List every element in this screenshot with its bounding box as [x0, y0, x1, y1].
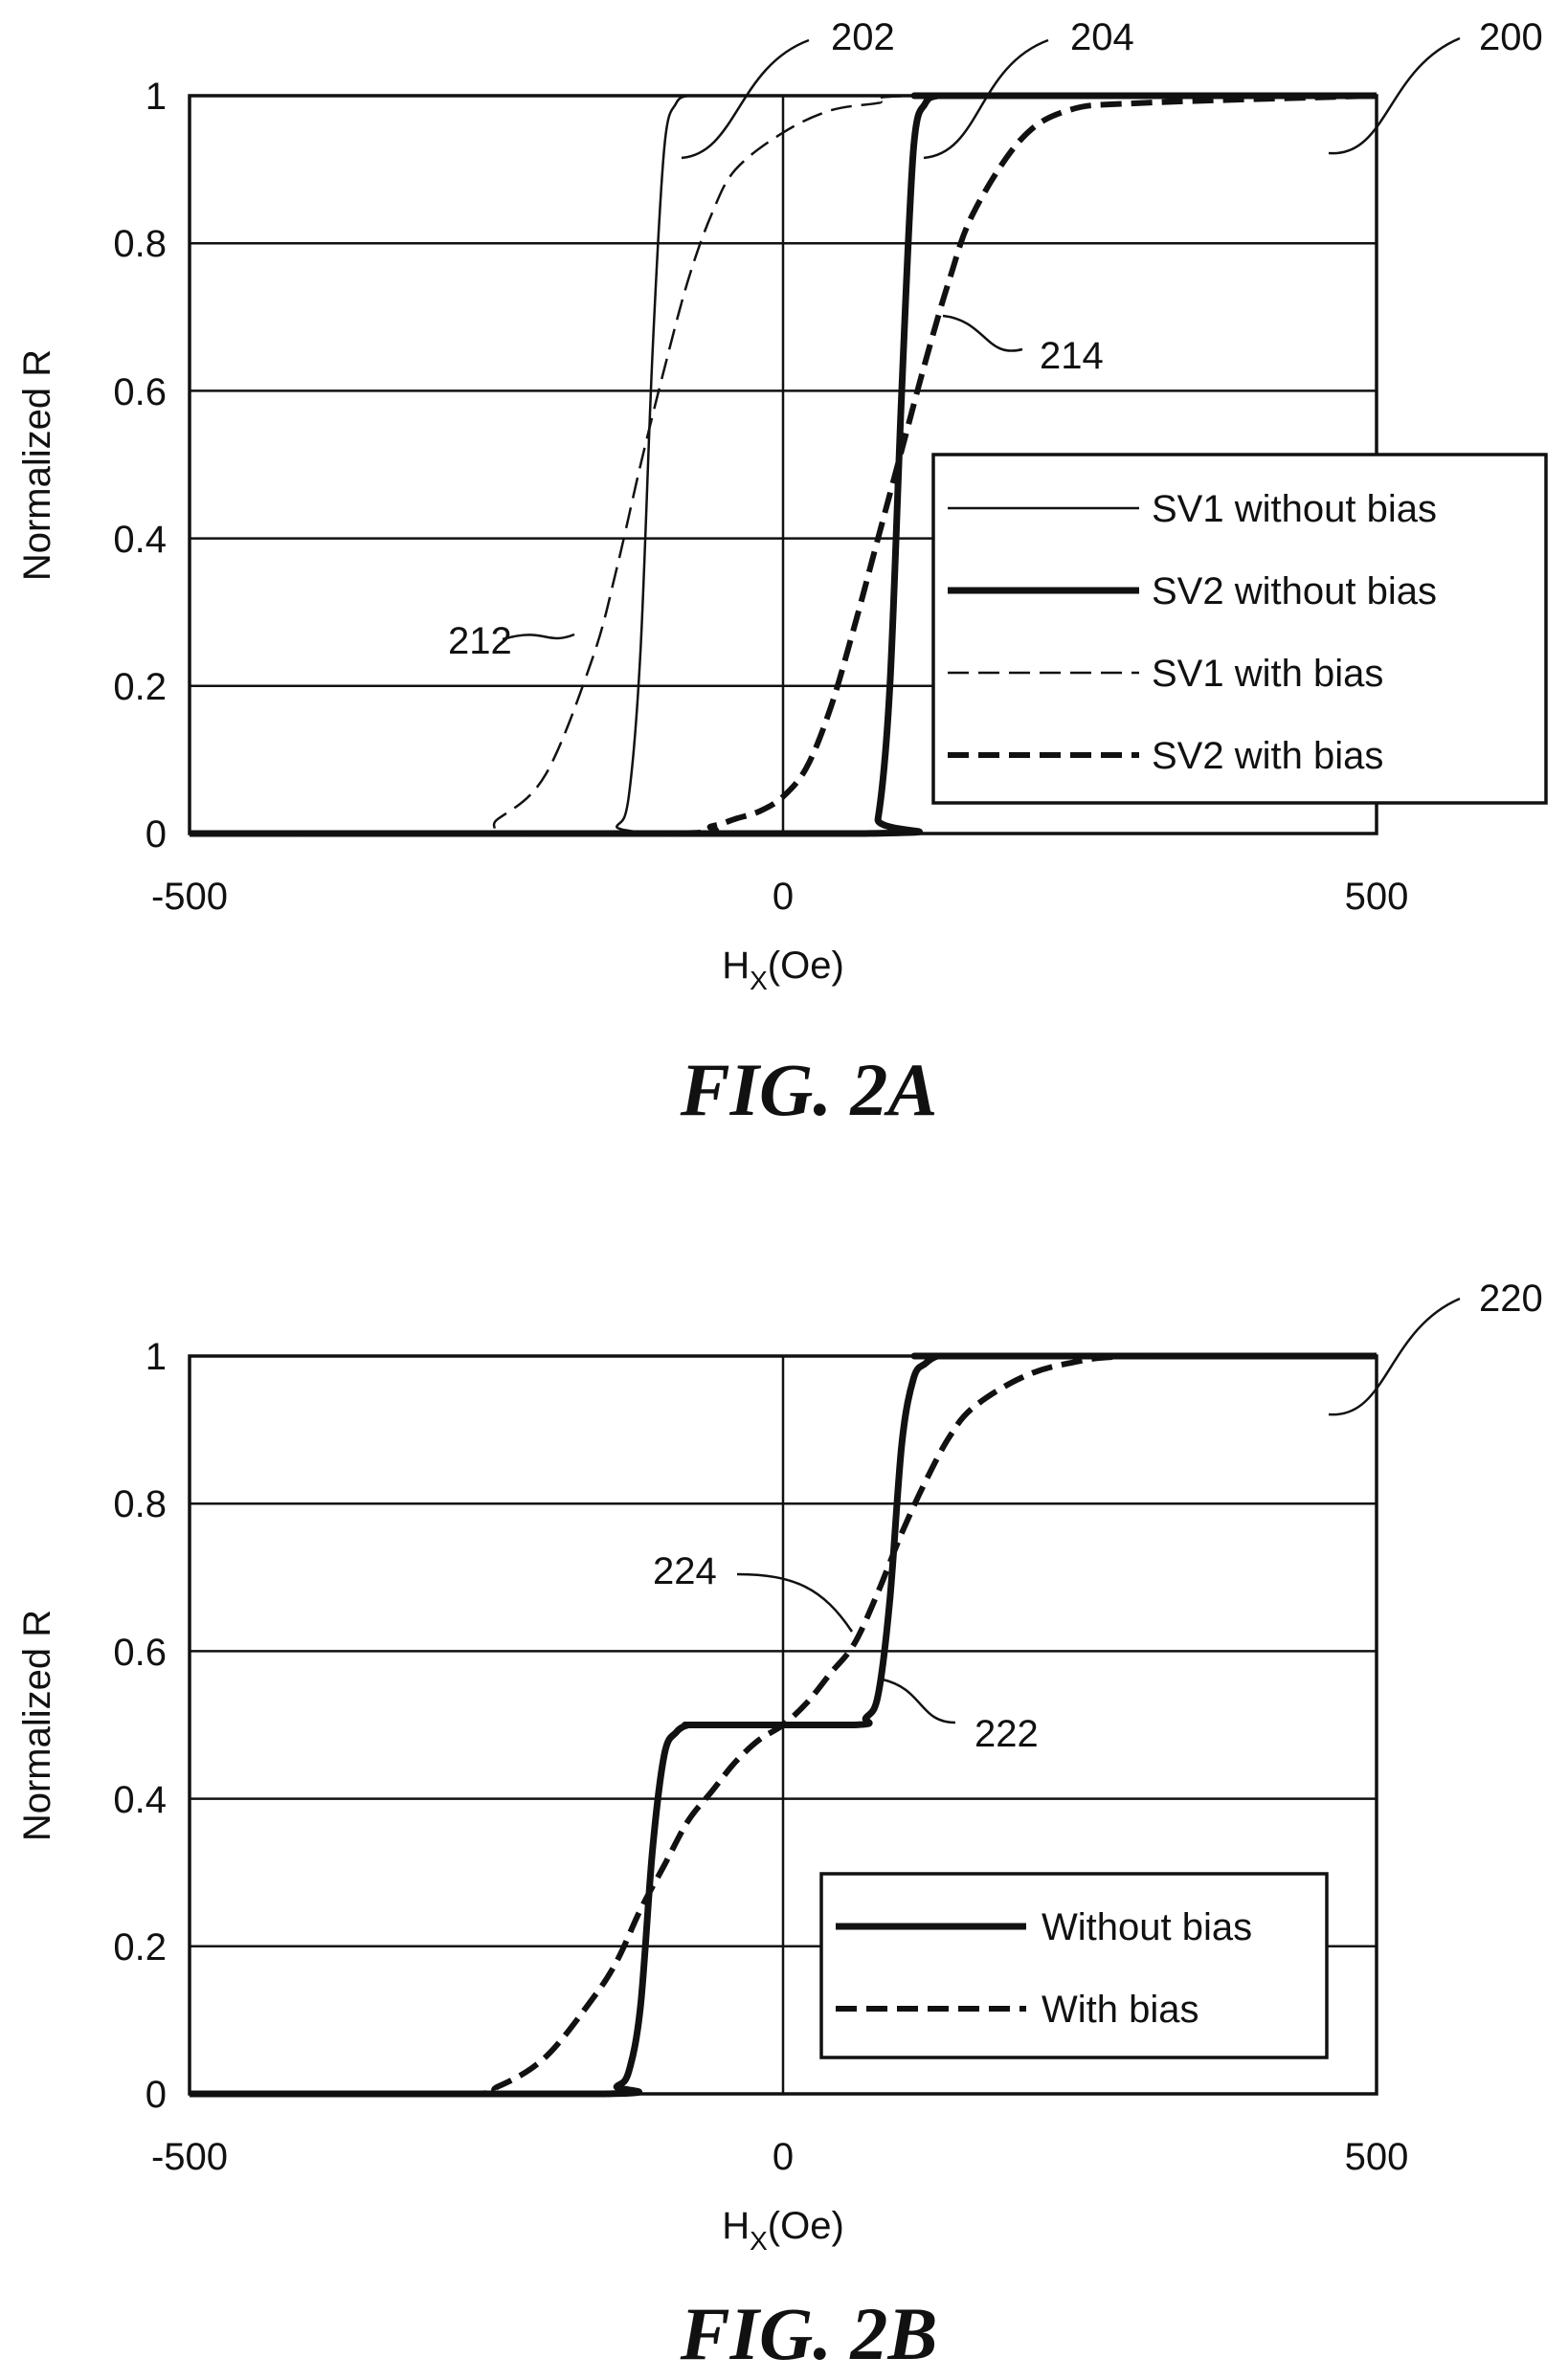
x-tick-label: -500	[151, 876, 228, 918]
legend-label-sv2-without-bias: SV2 without bias	[1152, 570, 1437, 612]
y-tick-label: 0.8	[113, 1483, 167, 1525]
legend-label-with-bias: With bias	[1042, 1989, 1199, 2031]
leader-line-214	[942, 314, 1023, 352]
x-axis-title-fig2b: HX(Oe)	[722, 2205, 844, 2256]
x-axis-main: H	[722, 945, 750, 987]
y-tick-label: 0.8	[113, 223, 167, 265]
ref-label-202: 202	[831, 16, 895, 58]
x-axis-unit: (Oe)	[768, 2205, 844, 2247]
x-tick-label: 500	[1345, 2136, 1409, 2178]
ref-label-220: 220	[1479, 1278, 1543, 1320]
leader-line-200	[1328, 36, 1461, 155]
y-axis-title-fig2a: Normalized R	[16, 349, 58, 581]
chart-fig2a: 0 0.2 0.4 0.6 0.8 1 -500 0 500 HX(Oe) No…	[16, 16, 1548, 1131]
x-tick-labels-fig2a: -500 0 500	[151, 876, 1408, 918]
y-tick-labels-fig2b: 0 0.2 0.4 0.6 0.8 1	[113, 1336, 167, 2116]
ref-label-214: 214	[1040, 335, 1104, 377]
x-axis-main: H	[722, 2205, 750, 2247]
series-line-sv1-with-bias	[189, 94, 1377, 835]
legend-box-fig2a	[931, 453, 1548, 805]
ref-label-204: 204	[1070, 16, 1134, 58]
x-tick-label: 500	[1345, 876, 1409, 918]
y-tick-label: 0.4	[113, 1779, 167, 1821]
legend-fig2b: Without bias With bias	[819, 1872, 1329, 2059]
y-tick-label: 0.6	[113, 371, 167, 413]
leader-line-204	[923, 38, 1049, 160]
chart-fig2b: 0 0.2 0.4 0.6 0.8 1 -500 0 500 HX(Oe) No…	[16, 1278, 1543, 2375]
figure-caption-fig2a: FIG. 2A	[680, 1048, 938, 1131]
series-line-sv2-with-bias	[189, 93, 1378, 837]
y-tick-label: 1	[146, 1336, 167, 1378]
y-tick-label: 0.4	[113, 519, 167, 561]
plot-frame-fig2b	[188, 1354, 1378, 2096]
legend-label-sv2-with-bias: SV2 with bias	[1152, 735, 1383, 777]
x-tick-labels-fig2b: -500 0 500	[151, 2136, 1408, 2178]
ref-label-222: 222	[974, 1713, 1039, 1755]
x-tick-label: 0	[773, 2136, 794, 2178]
y-tick-labels-fig2a: 0 0.2 0.4 0.6 0.8 1	[113, 76, 167, 856]
y-tick-label: 1	[146, 76, 167, 118]
x-axis-subscript: X	[750, 966, 768, 995]
reference-annotations-fig2b: 220 224 222	[653, 1278, 1543, 1755]
leader-line-224	[736, 1572, 854, 1633]
ref-label-200: 200	[1479, 16, 1543, 58]
figure-caption-fig2b: FIG. 2B	[680, 2292, 938, 2375]
y-tick-label: 0.2	[113, 1926, 167, 1969]
leader-line-212	[502, 633, 575, 641]
legend-box-fig2b	[819, 1872, 1329, 2059]
x-axis-title-fig2a: HX(Oe)	[722, 945, 844, 995]
legend-label-without-bias: Without bias	[1042, 1906, 1252, 1948]
y-axis-title-fig2b: Normalized R	[16, 1610, 58, 1841]
leader-line-222	[882, 1678, 956, 1724]
leader-line-220	[1328, 1297, 1461, 1416]
ref-label-224: 224	[653, 1550, 717, 1592]
legend-label-sv1-without-bias: SV1 without bias	[1152, 488, 1437, 530]
legend-label-sv1-with-bias: SV1 with bias	[1152, 653, 1383, 695]
series-line-with-bias	[190, 1353, 1377, 2097]
y-tick-label: 0	[146, 813, 167, 856]
reference-annotations-fig2a: 202 204 200 212 214	[448, 16, 1543, 662]
legend-fig2a: SV1 without bias SV2 without bias SV1 wi…	[931, 453, 1548, 805]
x-axis-subscript: X	[750, 2226, 768, 2256]
x-tick-label: 0	[773, 876, 794, 918]
x-axis-unit: (Oe)	[768, 945, 844, 987]
y-tick-label: 0	[146, 2074, 167, 2116]
leader-line-202	[681, 38, 810, 160]
y-tick-label: 0.2	[113, 666, 167, 708]
y-tick-label: 0.6	[113, 1632, 167, 1674]
ref-label-212: 212	[448, 620, 512, 662]
x-tick-label: -500	[151, 2136, 228, 2178]
